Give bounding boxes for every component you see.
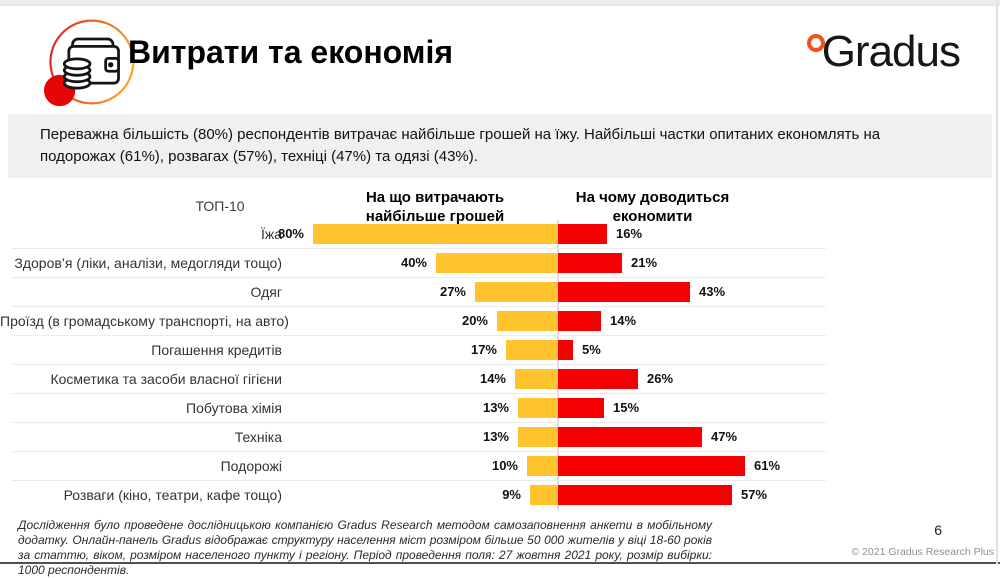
- page-number: 6: [934, 522, 942, 538]
- chart-row: Побутова хімія 13% 15%: [0, 394, 1000, 423]
- spend-value-label: 80%: [277, 226, 304, 241]
- gradus-logo: Gradus: [806, 27, 961, 76]
- row-divider: [12, 422, 826, 423]
- category-label: Розваги (кіно, театри, кафе тощо): [63, 487, 282, 503]
- row-divider: [12, 480, 826, 481]
- spend-bar: [518, 398, 558, 418]
- economy-value-label: 5%: [582, 342, 601, 357]
- category-label: Погашення кредитів: [151, 342, 282, 358]
- economy-value-label: 26%: [647, 371, 674, 386]
- economy-bar: [558, 398, 604, 418]
- spend-bar: [475, 282, 558, 302]
- spend-value-label: 13%: [482, 429, 509, 444]
- chart-row: Здоров’я (ліки, аналізи, медогляди тощо)…: [0, 249, 1000, 278]
- chart-row: Розваги (кіно, театри, кафе тощо) 9% 57%: [0, 481, 1000, 510]
- economy-bar: [558, 340, 573, 360]
- economy-bar: [558, 456, 745, 476]
- gradus-degree-icon: [806, 34, 825, 52]
- chart-row: Проїзд (в громадському транспорті, на ав…: [0, 307, 1000, 336]
- spend-value-label: 14%: [479, 371, 506, 386]
- summary-text: Переважна більшість (80%) респондентів в…: [40, 126, 881, 165]
- category-label: Побутова хімія: [186, 400, 282, 416]
- economy-column-header: На чому доводиться економити: [575, 189, 730, 225]
- spend-bar: [527, 456, 558, 476]
- spend-value-label: 27%: [439, 284, 466, 299]
- spend-value-label: 40%: [400, 255, 427, 270]
- economy-value-label: 47%: [711, 429, 738, 444]
- spend-bar: [518, 427, 558, 447]
- spend-value-label: 13%: [482, 400, 509, 415]
- summary-box: Переважна більшість (80%) респондентів в…: [8, 114, 992, 178]
- category-label: Техніка: [234, 429, 282, 445]
- chart-row: Техніка 13% 47%: [0, 423, 1000, 452]
- chart-row: Їжа 80% 16%: [0, 220, 1000, 249]
- economy-value-label: 43%: [699, 284, 726, 299]
- spend-bar: [506, 340, 558, 360]
- wallet-coins-icon: [44, 16, 136, 108]
- row-divider: [12, 306, 826, 307]
- economy-value-label: 21%: [631, 255, 658, 270]
- spend-value-label: 17%: [470, 342, 497, 357]
- top-strip: [0, 0, 1000, 6]
- row-divider: [12, 364, 826, 365]
- spend-value-label: 10%: [491, 458, 518, 473]
- row-divider: [12, 335, 826, 336]
- spend-bar: [313, 224, 558, 244]
- economy-bar: [558, 311, 601, 331]
- economy-bar: [558, 253, 622, 273]
- category-label: Їжа: [260, 226, 282, 242]
- category-label: Косметика та засоби власної гігієни: [50, 371, 282, 387]
- methodology-note: Дослідження було проведене дослідницькою…: [18, 518, 712, 577]
- economy-bar: [558, 282, 690, 302]
- gradus-logo-text: Gradus: [821, 27, 961, 76]
- header: Витрати та економія Gradus: [0, 6, 1000, 112]
- category-label: Одяг: [250, 284, 282, 300]
- copyright: © 2021 Gradus Research Plus: [851, 546, 994, 558]
- page-title: Витрати та економія: [128, 34, 454, 70]
- economy-bar: [558, 224, 607, 244]
- chart-row: Косметика та засоби власної гігієни 14% 26…: [0, 365, 1000, 394]
- chart-row: Одяг 27% 43%: [0, 278, 1000, 307]
- spend-bar: [497, 311, 558, 331]
- chart-rows: Їжа 80% 16% Здоров’я (ліки, аналізи, медогл…: [0, 220, 1000, 510]
- spend-value-label: 9%: [502, 487, 521, 502]
- category-label: Проїзд (в громадському транспорті, на ав…: [0, 313, 289, 329]
- economy-value-label: 15%: [613, 400, 640, 415]
- row-divider: [12, 393, 826, 394]
- bottom-rule: [0, 562, 1000, 564]
- economy-value-label: 61%: [754, 458, 781, 473]
- row-divider: [12, 451, 826, 452]
- spend-bar: [530, 485, 558, 505]
- economy-bar: [558, 369, 638, 389]
- category-label: Здоров’я (ліки, аналізи, медогляди тощо): [14, 255, 282, 271]
- chart-center-axis: [557, 220, 559, 510]
- spend-value-label: 20%: [461, 313, 488, 328]
- spend-column-header: На що витрачають найбільше грошей: [365, 189, 505, 225]
- chart-top-label: ТОП-10: [195, 198, 245, 214]
- slide-right-edge: [996, 0, 998, 565]
- chart-row: Подорожі 10% 61%: [0, 452, 1000, 481]
- chart-row: Погашення кредитів 17% 5%: [0, 336, 1000, 365]
- economy-value-label: 16%: [616, 226, 643, 241]
- economy-value-label: 57%: [741, 487, 768, 502]
- category-label: Подорожі: [220, 458, 282, 474]
- spend-bar: [436, 253, 558, 273]
- spend-bar: [515, 369, 558, 389]
- economy-bar: [558, 485, 732, 505]
- row-divider: [12, 248, 826, 249]
- economy-bar: [558, 427, 702, 447]
- economy-value-label: 14%: [610, 313, 637, 328]
- row-divider: [12, 277, 826, 278]
